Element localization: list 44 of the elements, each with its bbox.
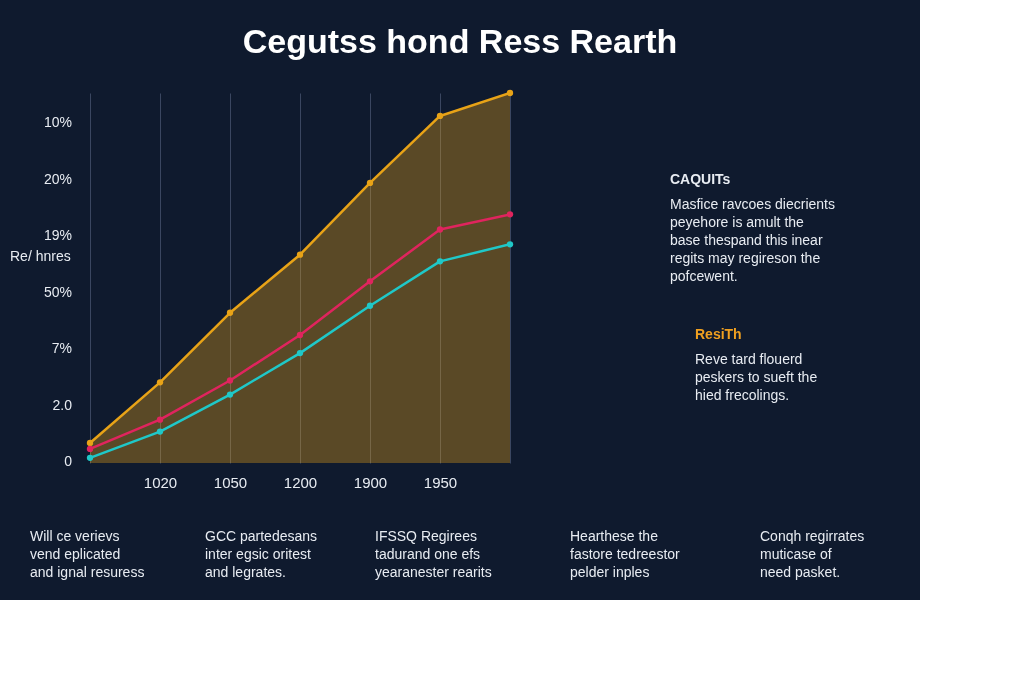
point <box>366 302 374 309</box>
text: Hearthese the fastore tedreestor pelder inples <box>570 528 681 580</box>
point <box>226 309 234 316</box>
x-tick-label: 1020 <box>143 473 178 491</box>
point <box>86 454 94 461</box>
text: CAQUITs <box>670 171 731 187</box>
text: ResiTh <box>695 326 742 342</box>
text: IFSSQ Regirees tadurand one efs yearanester rearits <box>375 528 492 580</box>
point <box>506 241 514 248</box>
annotation: 2.0 <box>52 396 73 413</box>
text: Will ce verievs vend eplicated and ignal resuress <box>30 528 145 580</box>
point <box>296 251 304 258</box>
text: Masfice ravcoes diecrients peyehore is amult the base thespand this inear regits may regireson the pofcewent. <box>670 196 835 284</box>
annotation: 19% <box>43 227 72 243</box>
text: Reve tard flouerd peskers to sueft the hied frecolings. <box>695 351 818 403</box>
point <box>156 416 164 423</box>
point <box>366 179 374 187</box>
x-tick-label: 1950 <box>423 473 458 491</box>
point <box>506 211 514 218</box>
y-axis-title: Re/ hnres <box>10 248 71 265</box>
annotation: 10% <box>43 114 72 130</box>
point <box>366 278 374 285</box>
point <box>506 89 514 97</box>
point <box>436 226 444 233</box>
point <box>436 112 444 120</box>
point <box>86 445 94 453</box>
point <box>296 331 304 339</box>
annotation: 20% <box>43 170 72 187</box>
x-tick-label: 1050 <box>213 473 248 491</box>
point <box>226 391 234 398</box>
point <box>296 349 304 357</box>
chart-title: Cegutss hond Ress Rearth <box>242 21 678 60</box>
text: Conqh regirrates muticase of need pasket. <box>760 528 865 580</box>
point <box>436 258 444 265</box>
point <box>156 428 164 435</box>
text: GCC partedesans inter egsic oritest and legrates. <box>205 528 318 580</box>
x-tick-label: 1900 <box>353 473 388 491</box>
annotation: 7% <box>51 340 72 356</box>
annotation: 0 <box>64 453 73 469</box>
point <box>86 439 94 447</box>
annotation: 50% <box>43 283 72 300</box>
point <box>156 379 164 386</box>
point <box>226 377 234 384</box>
x-tick-label: 1200 <box>283 473 318 491</box>
